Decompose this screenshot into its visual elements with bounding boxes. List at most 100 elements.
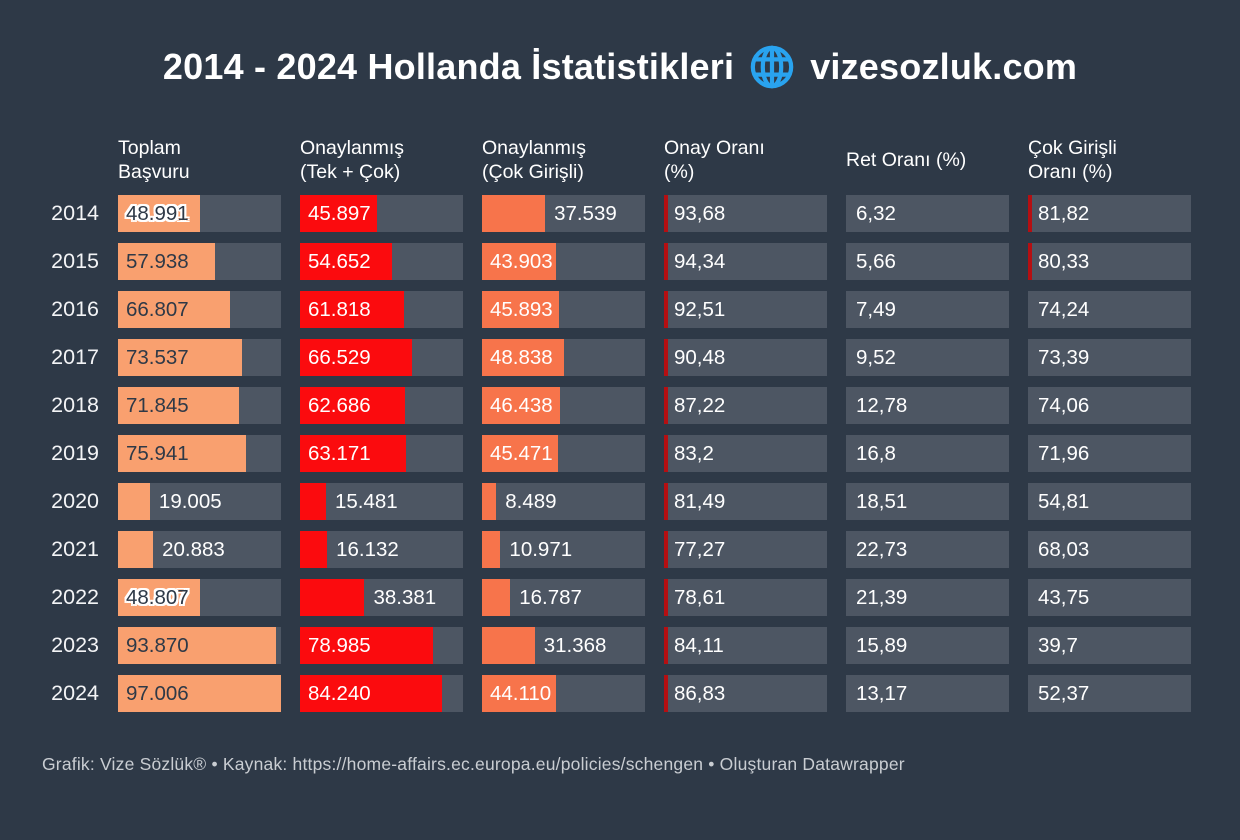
year-label: 2014 (51, 201, 99, 225)
bar-cell-toplam_basvuru: 48.807 (118, 579, 281, 616)
rate-value-label: 92,51 (674, 298, 726, 321)
bar-value-label: 16.132 (336, 538, 399, 561)
bar-value-label: 45.893 (490, 298, 553, 321)
table-row: 2019 75.941 63.171 45.471 83,2 16,8 71,96 (42, 435, 1240, 472)
year-label: 2019 (51, 441, 99, 465)
table-row: 2021 20.883 16.132 10.971 77,27 22,73 68,03 (42, 531, 1240, 568)
rate-cell-cok_girisli_orani: 74,06 (1028, 387, 1191, 424)
bar-cell-toplam_basvuru: 73.537 (118, 339, 281, 376)
rate-cell-onay_orani: 93,68 (664, 195, 827, 232)
bar-value-label: 48.991 (126, 202, 189, 225)
bar-fill (482, 531, 501, 568)
bar-value-label: 45.471 (490, 442, 553, 465)
bar-fill (118, 387, 239, 424)
bar-value-label: 57.938 (126, 250, 189, 273)
rate-cell-ret_orani: 9,52 (846, 339, 1009, 376)
rate-value-label: 68,03 (1038, 538, 1090, 561)
bar-cell-toplam_basvuru: 97.006 (118, 675, 281, 712)
bar-value-label: 97.006 (126, 682, 189, 705)
bar-value-label: 44.110 (490, 682, 552, 705)
bar-cell-onaylanmis_cok_girisli: 48.838 (482, 339, 645, 376)
title-text-right: vizesozluk.com (810, 46, 1078, 87)
bar-value-label: 45.897 (308, 202, 371, 225)
bar-fill (118, 435, 246, 472)
column-header-onaylanmis_cok_girisli: Onaylanmış (Çok Girişli) (482, 136, 587, 183)
bar-value-label: 19.005 (158, 490, 222, 513)
table-row: 2022 48.807 38.381 16.787 78,61 21,39 43,75 (42, 579, 1240, 616)
bar-fill (118, 627, 276, 664)
bar-value-label: 84.240 (308, 682, 371, 705)
bar-value-label: 16.787 (519, 586, 582, 609)
table-row: 2017 73.537 66.529 48.838 90,48 9,52 73,39 (42, 339, 1240, 376)
rate-value-label: 9,52 (856, 346, 896, 369)
bar-fill (300, 291, 404, 328)
bar-fill (482, 483, 497, 520)
table-row: 2015 57.938 54.652 43.903 94,34 5,66 80,33 (42, 243, 1240, 280)
rate-cell-onay_orani: 87,22 (664, 387, 827, 424)
rate-value-label: 5,66 (856, 250, 896, 273)
bar-cell-onaylanmis_cok_girisli: 45.893 (482, 291, 645, 328)
bar-value-label: 43.903 (490, 250, 553, 273)
rate-cell-onay_orani: 94,34 (664, 243, 827, 280)
bar-fill (482, 195, 546, 232)
bar-fill (118, 579, 200, 616)
bar-fill (482, 675, 557, 712)
column-header-onaylanmis_tek_cok: Onaylanmış (Tek + Çok) (300, 136, 405, 183)
red-threshold-marker (664, 579, 668, 616)
rate-cell-ret_orani: 12,78 (846, 387, 1009, 424)
year-label: 2024 (51, 681, 99, 705)
bar-value-label: 48.807 (126, 586, 189, 609)
bar-fill (300, 243, 392, 280)
bar-value-label: 61.818 (308, 298, 371, 321)
bar-fill (118, 291, 231, 328)
rate-value-label: 74,06 (1038, 394, 1090, 417)
bar-value-label: 31.368 (543, 634, 607, 657)
rate-cell-onay_orani: 84,11 (664, 627, 827, 664)
bar-cell-onaylanmis_tek_cok: 66.529 (300, 339, 463, 376)
red-threshold-marker (664, 387, 668, 424)
title-text-left: 2014 - 2024 Hollanda İstatistikleri (162, 46, 735, 87)
rate-value-label: 90,48 (674, 346, 726, 369)
bar-cell-onaylanmis_tek_cok: 54.652 (300, 243, 463, 280)
rate-value-label: 43,75 (1038, 586, 1090, 609)
rate-cell-ret_orani: 13,17 (846, 675, 1009, 712)
bar-cell-toplam_basvuru: 71.845 (118, 387, 281, 424)
bar-value-label: 37.539 (554, 202, 617, 225)
rate-cell-cok_girisli_orani: 73,39 (1028, 339, 1191, 376)
bar-cell-onaylanmis_tek_cok: 63.171 (300, 435, 463, 472)
bar-cell-toplam_basvuru: 93.870 (118, 627, 281, 664)
rate-cell-onay_orani: 77,27 (664, 531, 827, 568)
bar-value-label: 8.489 (505, 490, 557, 513)
rate-cell-onay_orani: 86,83 (664, 675, 827, 712)
bar-fill (300, 339, 412, 376)
red-threshold-marker (664, 627, 668, 664)
table-body: 2014 48.991 45.897 37.539 93,68 6,32 81,82 2015… (42, 195, 1240, 712)
bar-cell-toplam_basvuru: 20.883 (118, 531, 281, 568)
red-threshold-marker (1028, 243, 1032, 280)
bar-fill (118, 531, 154, 568)
rate-value-label: 73,39 (1038, 346, 1090, 369)
bar-fill (482, 339, 565, 376)
rate-value-label: 22,73 (856, 538, 908, 561)
bar-cell-toplam_basvuru: 75.941 (118, 435, 281, 472)
red-threshold-marker (664, 675, 668, 712)
rate-value-label: 15,89 (856, 634, 908, 657)
bar-value-label: 66.529 (308, 346, 371, 369)
bar-fill (482, 387, 561, 424)
table-header-row: Toplam Başvuru Onaylanmış (Tek + Çok) Onay… (42, 134, 1240, 186)
bar-fill (482, 243, 556, 280)
bar-value-label: 75.941 (126, 442, 189, 465)
rate-value-label: 78,61 (674, 586, 726, 609)
rate-cell-onay_orani: 78,61 (664, 579, 827, 616)
table-row: 2016 66.807 61.818 45.893 92,51 7,49 74,24 (42, 291, 1240, 328)
bar-cell-onaylanmis_tek_cok: 84.240 (300, 675, 463, 712)
bar-fill (482, 579, 511, 616)
bar-fill (300, 435, 407, 472)
bar-cell-onaylanmis_tek_cok: 15.481 (300, 483, 463, 520)
year-label: 2023 (51, 633, 99, 657)
rate-value-label: 16,8 (856, 442, 896, 465)
bar-cell-onaylanmis_cok_girisli: 44.110 (482, 675, 645, 712)
bar-value-label: 71.845 (126, 394, 189, 417)
bar-fill (482, 291, 560, 328)
year-label: 2016 (51, 297, 99, 321)
